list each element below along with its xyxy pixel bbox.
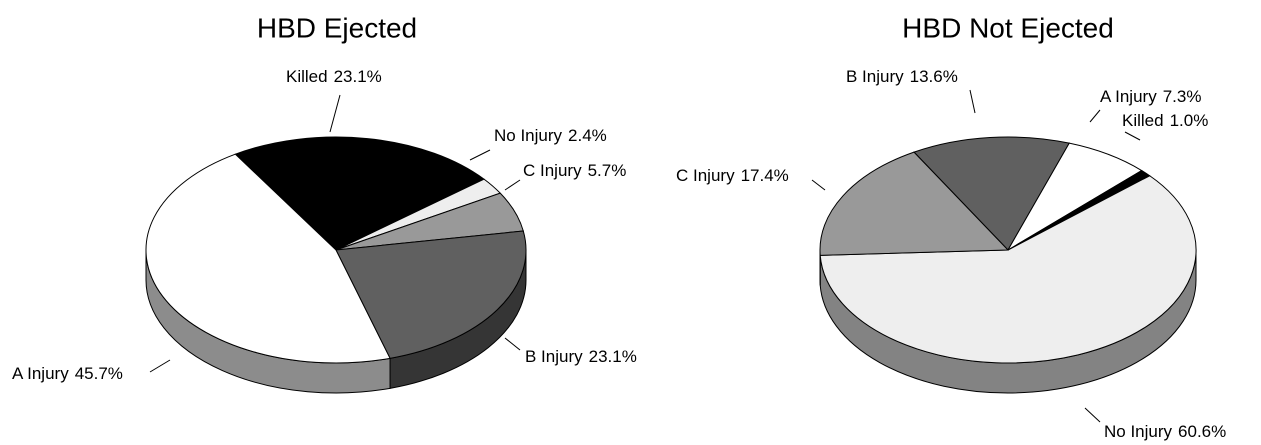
slice-value-label: 23.1% bbox=[589, 347, 637, 366]
slice-value-label: 60.6% bbox=[1178, 422, 1226, 441]
slice-value-label: 7.3% bbox=[1163, 87, 1202, 106]
pie-slice bbox=[819, 151, 1010, 256]
slice-label: Killed 1.0% bbox=[1122, 111, 1208, 130]
pie-slice bbox=[335, 230, 527, 359]
slice-value-label: 5.7% bbox=[588, 161, 627, 180]
chart-title: HBD Not Ejected bbox=[902, 12, 1114, 43]
slice-value-label: 1.0% bbox=[1170, 111, 1209, 130]
pie-slice bbox=[234, 136, 485, 251]
leader-line bbox=[969, 89, 976, 114]
slice-label: C Injury 17.4% bbox=[676, 166, 789, 185]
slice-category: No Injury bbox=[1104, 422, 1173, 441]
slice-value-label: 23.1% bbox=[334, 67, 382, 86]
leader-line bbox=[149, 359, 171, 373]
pie-slice bbox=[145, 153, 391, 364]
slice-category: Killed bbox=[1122, 111, 1164, 130]
slice-category: A Injury bbox=[1100, 87, 1157, 106]
pie-slice bbox=[819, 175, 1197, 364]
leader-line bbox=[469, 149, 491, 161]
slice-category: C Injury bbox=[523, 161, 582, 180]
slice-label: B Injury 13.6% bbox=[846, 67, 958, 86]
slice-label: No Injury 60.6% bbox=[1104, 422, 1226, 441]
chart-title: HBD Ejected bbox=[257, 12, 417, 43]
slice-value-label: 2.4% bbox=[568, 126, 607, 145]
pie-slice bbox=[913, 136, 1071, 251]
leader-line bbox=[329, 94, 341, 133]
slice-label: No Injury 2.4% bbox=[494, 126, 607, 145]
slice-category: No Injury bbox=[494, 126, 563, 145]
leader-line bbox=[1124, 131, 1141, 141]
leader-line bbox=[1084, 407, 1101, 423]
slice-label: A Injury 7.3% bbox=[1100, 87, 1201, 106]
slice-category: A Injury bbox=[12, 364, 69, 383]
leader-line bbox=[504, 179, 521, 191]
slice-category: Killed bbox=[286, 67, 328, 86]
slice-category: C Injury bbox=[676, 166, 735, 185]
leader-line bbox=[1089, 109, 1101, 123]
slice-category: B Injury bbox=[525, 347, 583, 366]
slice-value-label: 13.6% bbox=[910, 67, 958, 86]
slice-value-label: 17.4% bbox=[741, 166, 789, 185]
slice-label: Killed 23.1% bbox=[286, 67, 382, 86]
slice-label: C Injury 5.7% bbox=[523, 161, 626, 180]
slice-category: B Injury bbox=[846, 67, 904, 86]
slice-label: A Injury 45.7% bbox=[12, 364, 123, 383]
leader-line bbox=[811, 179, 826, 191]
slice-label: B Injury 23.1% bbox=[525, 347, 637, 366]
slice-value-label: 45.7% bbox=[75, 364, 123, 383]
leader-line bbox=[504, 337, 521, 351]
